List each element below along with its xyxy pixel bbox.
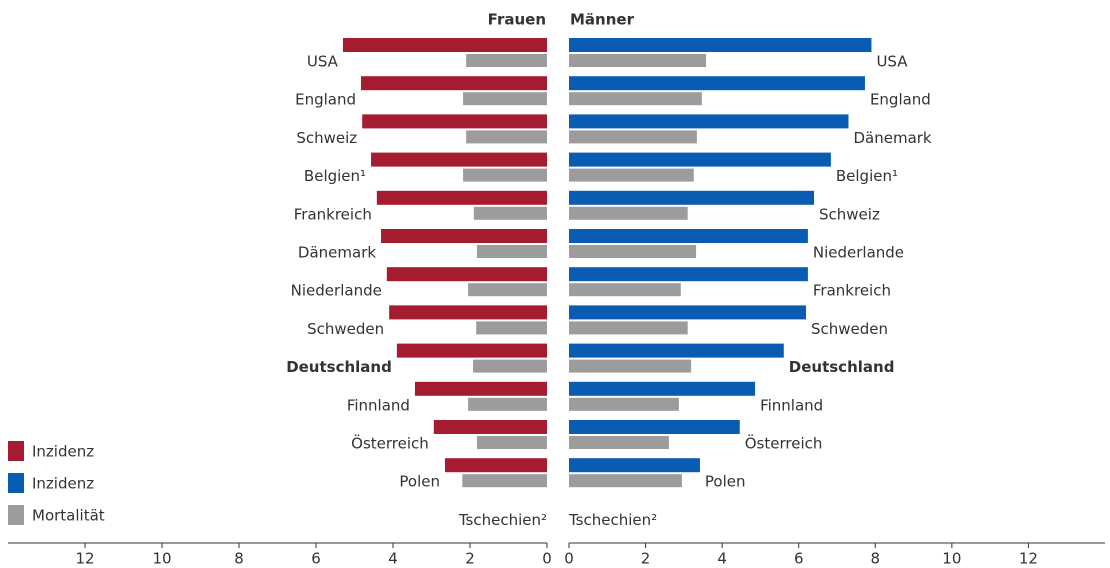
x-tick-label: 4 [717,550,727,568]
x-tick-label: 12 [1019,550,1038,568]
x-tick-label: 10 [942,550,961,568]
legend-label: Mortalität [32,507,105,525]
legend-label: Inzidenz [32,443,94,461]
bar [433,420,547,434]
x-tick-label: 2 [641,550,651,568]
x-tick-label: 10 [152,550,171,568]
bar [569,474,682,488]
bar [466,54,547,67]
bar [569,130,697,144]
category-label: Österreich [745,434,823,453]
category-label: Polen [399,473,440,491]
bar [569,206,688,220]
bar [463,92,547,106]
bar [414,381,547,396]
category-label: USA [307,53,339,71]
category-label: Deutschland [789,358,895,376]
x-tick-label: 0 [542,550,552,568]
bar [342,38,547,52]
category-label: Österreich [351,434,429,453]
panel-title: Frauen [488,11,546,29]
bar [569,168,694,182]
bar [569,245,697,258]
category-label: Deutschland [286,358,392,376]
legend-swatch [8,441,24,461]
bar [396,343,547,358]
category-label: Schweden [811,320,888,338]
bar [376,190,547,205]
x-tick-label: 6 [794,550,804,568]
bar [476,321,547,335]
bar [569,436,669,449]
bar [569,283,681,297]
bar [569,381,756,396]
category-label: England [295,91,356,109]
bar [569,321,688,335]
x-tick-label: 4 [388,550,398,568]
bar [569,76,865,91]
category-label: USA [876,53,908,71]
bar [569,229,808,243]
bar [569,267,808,282]
bar [362,114,547,129]
bar [569,54,707,67]
bar [569,343,784,358]
bar [386,267,547,282]
category-label: Belgien¹ [836,167,898,185]
bar [476,436,547,449]
bar [473,206,547,220]
bar [468,397,547,411]
category-label: Dänemark [853,129,931,147]
bar [476,245,547,258]
category-label: Dänemark [298,244,376,262]
category-label: Niederlande [291,282,382,300]
category-label: Frankreich [294,205,372,223]
bar [444,458,547,473]
category-label: Polen [705,473,746,491]
legend-swatch [8,505,24,525]
bar [361,76,547,91]
x-tick-label: 0 [564,550,574,568]
bar [371,152,547,167]
bar [468,283,547,297]
category-label: Tschechien² [458,511,547,529]
x-tick-label: 8 [871,550,881,568]
bar [569,114,849,129]
bar [466,130,547,144]
x-tick-label: 2 [465,550,475,568]
category-label: Tschechien² [568,511,657,529]
bar [569,190,815,205]
bar [473,359,547,373]
category-label: Schweden [307,320,384,338]
category-label: Schweiz [819,205,880,223]
category-label: Finnland [760,396,823,414]
bar [381,229,547,243]
category-label: England [870,91,931,109]
bar [389,305,547,320]
bar [569,152,831,167]
bar [569,305,806,320]
legend-swatch [8,473,24,493]
bar [569,397,679,411]
category-label: Finnland [347,396,410,414]
bar [569,38,872,52]
legend-label: Inzidenz [32,475,94,493]
category-label: Frankreich [813,282,891,300]
x-tick-label: 8 [234,550,244,568]
x-tick-label: 12 [75,550,94,568]
bar [569,458,700,473]
bar [569,92,702,106]
panel-title: Männer [570,11,635,29]
bar [569,359,692,373]
category-label: Niederlande [813,244,904,262]
category-label: Belgien¹ [304,167,366,185]
category-label: Schweiz [296,129,357,147]
bar [463,168,547,182]
bar [569,420,740,434]
bar [462,474,547,488]
x-tick-label: 6 [311,550,321,568]
